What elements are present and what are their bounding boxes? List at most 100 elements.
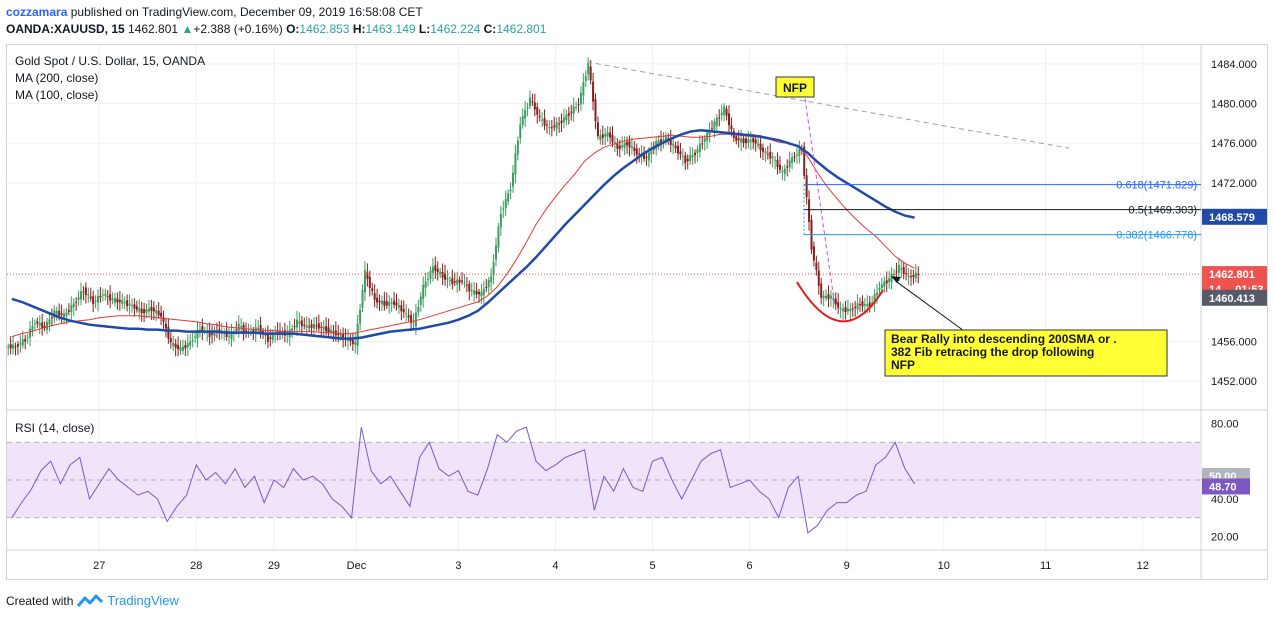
candle-body	[9, 344, 12, 349]
candle-body	[611, 134, 614, 143]
tradingview-logo-icon	[77, 594, 104, 607]
candle-body	[842, 308, 845, 312]
candle-body	[497, 226, 500, 248]
candle-body	[317, 323, 320, 329]
candle-body	[511, 172, 514, 187]
candle-body	[184, 345, 187, 349]
candle-body	[795, 154, 798, 156]
candle-body	[252, 330, 255, 333]
candle-body	[834, 298, 837, 305]
candle-body	[463, 282, 466, 284]
candle-body	[905, 273, 908, 275]
open-label: O:	[286, 22, 300, 36]
candle-body	[126, 300, 129, 307]
candle-body	[444, 273, 447, 280]
candle-body	[747, 139, 750, 144]
candle-body	[565, 114, 568, 121]
candle-body	[470, 290, 473, 292]
candle-body	[359, 309, 362, 324]
high-value: 1463.149	[365, 22, 416, 36]
candle-body	[791, 157, 794, 163]
candle-body	[429, 270, 432, 280]
price-tick-label: 1456.000	[1211, 337, 1257, 349]
candle-body	[698, 143, 701, 152]
candle-body	[859, 304, 862, 306]
candle-body	[570, 111, 573, 113]
candle-body	[812, 246, 815, 261]
symbol-name: OANDA:XAUUSD, 15	[6, 22, 125, 36]
brand-name[interactable]: TradingView	[107, 593, 179, 608]
candle-body	[604, 133, 607, 137]
candle-body	[681, 155, 684, 157]
nfp-label: NFP	[783, 81, 807, 95]
chart-svg[interactable]: 1484.000 1480.000 1476.000 1472.000 1456.000…	[7, 45, 1267, 579]
candle-body	[490, 276, 493, 283]
candle-body	[888, 278, 891, 283]
candle-body	[538, 116, 541, 118]
candle-body	[478, 291, 481, 295]
candle-body	[553, 125, 556, 128]
candle-body	[16, 344, 19, 347]
candle-body	[97, 295, 100, 303]
candle-body	[424, 281, 427, 288]
candle-body	[871, 302, 874, 305]
candle-body	[618, 145, 621, 149]
candle-body	[94, 300, 97, 302]
candle-body	[186, 343, 189, 348]
candle-body	[893, 273, 896, 276]
candle-body	[856, 303, 859, 310]
open-value: 1462.853	[299, 22, 350, 36]
candle-body	[516, 140, 519, 155]
candle-body	[36, 321, 39, 324]
candle-body	[60, 313, 63, 316]
candle-body	[198, 329, 201, 331]
candle-body	[594, 99, 597, 122]
candle-body	[774, 159, 777, 161]
note-line: 382 Fib retracing the drop following	[891, 345, 1094, 359]
fib-level-label: 0.618(1471.829)	[1116, 180, 1197, 192]
candle-body	[453, 281, 456, 283]
candle-body	[264, 335, 267, 337]
candle-body	[677, 145, 680, 154]
candle-body	[296, 319, 299, 328]
candle-body	[660, 139, 663, 143]
price-tick-label: 1452.000	[1211, 376, 1257, 388]
candle-body	[844, 307, 847, 312]
candle-body	[909, 276, 912, 278]
time-tick-label: 27	[93, 560, 105, 572]
rsi-axis-badge	[1202, 478, 1250, 495]
candle-body	[33, 323, 36, 325]
time-tick-label: 9	[844, 560, 850, 572]
candle-body	[320, 326, 323, 328]
candle-body	[769, 151, 772, 159]
candle-body	[713, 121, 716, 130]
candle-body	[902, 266, 905, 275]
candle-body	[400, 305, 403, 312]
note-line: NFP	[891, 358, 915, 372]
candle-body	[536, 107, 539, 115]
candle-body	[380, 300, 383, 305]
candle-body	[281, 330, 284, 334]
candle-body	[434, 265, 437, 271]
candle-body	[548, 127, 551, 129]
time-tick-label: 4	[552, 560, 558, 572]
candle-body	[160, 312, 163, 317]
candle-body	[761, 147, 764, 152]
descending-trendline	[586, 61, 1070, 149]
price-axis-badge-text: 1468.579	[1209, 212, 1255, 224]
candle-body	[315, 325, 318, 327]
chart-legend-item: MA (200, close)	[15, 71, 98, 85]
candle-body	[817, 270, 820, 286]
author-name[interactable]: cozzamara	[6, 5, 68, 19]
candle-body	[577, 104, 580, 106]
candle-body	[361, 290, 364, 308]
candle-body	[266, 333, 269, 342]
candle-body	[439, 271, 442, 275]
candle-body	[587, 63, 590, 75]
candle-body	[543, 118, 546, 126]
candle-body	[276, 330, 279, 333]
close-label: C:	[483, 22, 497, 36]
candle-body	[92, 296, 95, 304]
price-axis-badge	[1202, 289, 1267, 306]
price-change: +2.388 (+0.16%)	[193, 22, 283, 36]
